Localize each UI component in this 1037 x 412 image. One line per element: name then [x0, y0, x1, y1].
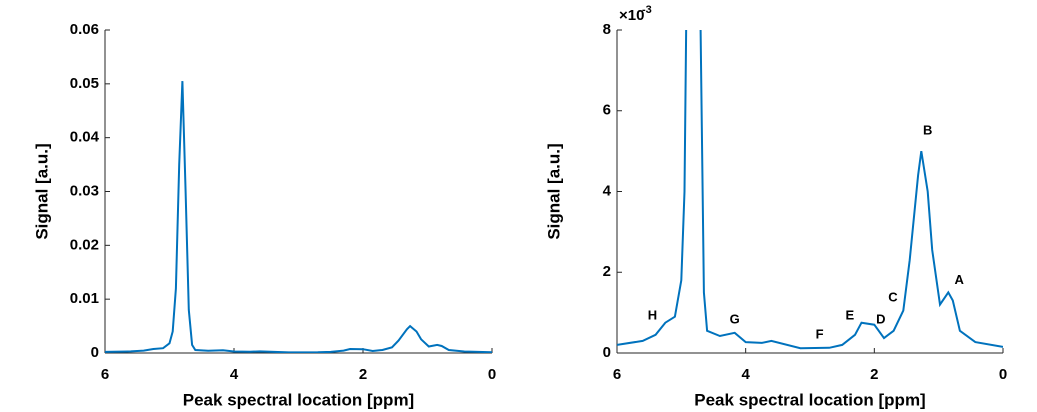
peak-annotation: C [888, 290, 898, 305]
x-tick-label: 0 [999, 366, 1007, 383]
chart-panel: 0 0.01 0.02 0.03 0.04 0.05 0.06 6 4 2 0 Peak spectr… [32, 21, 496, 410]
peak-annotation: B [923, 122, 932, 137]
y-axis-label: Signal [a.u.] [544, 143, 563, 239]
x-tick-label: 0 [488, 366, 496, 383]
y-tick-label: 0.02 [70, 236, 99, 253]
y-tick-label: 2 [603, 263, 611, 280]
chart-panel: 0 2 4 6 8 6 4 2 0 Peak spectral location [ppm] Sig… [544, 4, 1007, 410]
y-multiplier: ×10 [619, 7, 644, 24]
x-tick-label: 4 [741, 366, 750, 383]
x-tick-label: 6 [613, 366, 621, 383]
x-tick-label: 2 [359, 366, 367, 383]
y-tick-label: 0.01 [70, 290, 99, 307]
peak-annotation: A [955, 272, 965, 287]
x-tick-label: 6 [101, 366, 109, 383]
peak-annotation: F [816, 326, 824, 341]
peak-annotation: G [730, 311, 740, 326]
peak-annotation: D [876, 311, 885, 326]
peak-annotation: H [648, 307, 657, 322]
y-tick-label: 0.05 [70, 75, 99, 92]
x-tick-label: 2 [870, 366, 878, 383]
y-tick-label: 0.03 [70, 182, 99, 199]
y-tick-label: 0 [91, 344, 99, 361]
peak-annotation: E [846, 307, 855, 322]
y-tick-label: 0.06 [70, 21, 99, 38]
x-axis-label: Peak spectral location [ppm] [694, 390, 925, 409]
y-tick-label: 0.04 [70, 129, 100, 146]
y-axis-label: Signal [a.u.] [32, 143, 51, 239]
spectrum-line [617, 30, 1003, 350]
y-multiplier-exp: -3 [642, 4, 652, 16]
y-tick-label: 6 [603, 102, 611, 119]
y-tick-label: 4 [603, 182, 612, 199]
spectrum-line [105, 81, 492, 353]
x-tick-label: 4 [230, 366, 239, 383]
x-axis-label: Peak spectral location [ppm] [183, 390, 414, 409]
y-tick-label: 8 [603, 21, 611, 38]
y-tick-label: 0 [603, 344, 611, 361]
